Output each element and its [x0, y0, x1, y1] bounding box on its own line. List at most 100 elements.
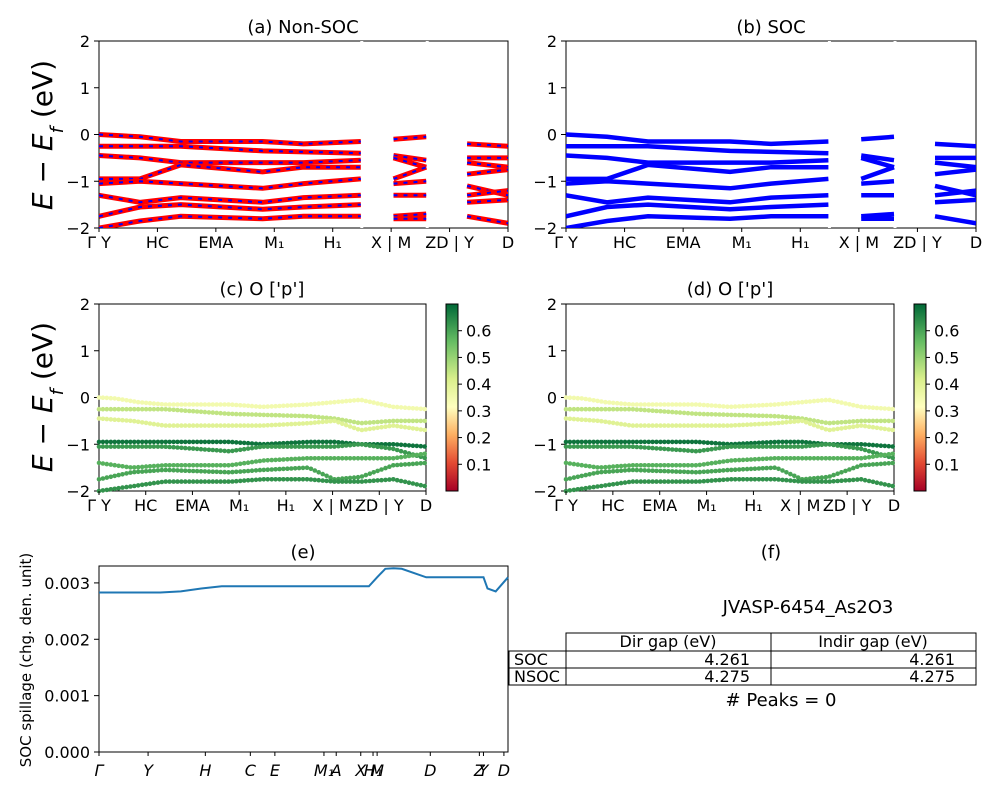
panel-d-band-point: [642, 445, 647, 450]
panel-d-band-point: [685, 479, 691, 484]
panel-a-band-line-dash: [467, 198, 508, 204]
panel-c-band-point: [183, 468, 188, 474]
panel-d-band-point: [788, 444, 793, 449]
panel-d-band-point: [662, 463, 667, 468]
panel-d-band-point: [599, 439, 604, 445]
panel-c-band-point: [387, 442, 392, 447]
panel-e-xtick-label: H: [199, 761, 211, 780]
panel-c-band-point: [285, 422, 290, 427]
panel-c-band-point: [100, 444, 106, 449]
panel-c-band-point: [414, 406, 420, 411]
panel-e-xtick-label: M: [370, 761, 384, 780]
panel-d-band-point: [587, 417, 592, 423]
panel-d-band-point: [819, 419, 825, 425]
panel-d-band-point: [709, 440, 714, 446]
panel-c-band-point: [155, 406, 161, 412]
panel-b-ytick-label: 1: [547, 79, 557, 98]
panel-c-band-point: [265, 477, 271, 482]
panel-d-xtick-label: X | M: [780, 496, 820, 515]
panel-d-band-point: [855, 464, 860, 470]
panel-d-band-point: [851, 445, 856, 451]
panel-d-band-point: [729, 423, 734, 428]
panel-c-band-point: [265, 458, 271, 463]
panel-c-band-point: [108, 487, 114, 492]
cbar-c-tick-label: 0.6: [466, 322, 491, 341]
panel-c-band-point: [222, 411, 227, 416]
panel-d-band-point: [697, 411, 703, 417]
panel-d-band-point: [689, 479, 695, 484]
cbar-c-tick-label: 0.3: [466, 402, 491, 421]
panel-c-band-point: [285, 403, 290, 408]
panel-c-band-point: [367, 426, 373, 432]
panel-d-band-point: [744, 466, 750, 472]
panel-d-band-point: [882, 443, 888, 449]
panel-d-band-point: [603, 483, 608, 488]
panel-b-xtick-label: Γ Y: [554, 233, 578, 252]
panel-c-band-point: [96, 477, 102, 482]
panel-c-band-point: [265, 444, 271, 449]
panel-d-band-point: [831, 442, 836, 448]
panel-d-band-point: [795, 439, 801, 445]
panel-d-band-point: [563, 477, 569, 482]
panel-d-band-point: [890, 427, 895, 433]
panel-c-band-point: [96, 395, 102, 400]
panel-c-band-point: [135, 483, 141, 488]
panel-d-band-point: [878, 453, 884, 458]
panel-b-band-line: [566, 202, 829, 219]
panel-a-ytick-label: −1: [66, 172, 90, 191]
panel-d-band-point: [784, 444, 789, 449]
panel-d-band-point: [693, 411, 699, 417]
panel-c-band-point: [163, 479, 168, 484]
panel-c-band-point: [343, 443, 349, 448]
panel-c-band-point: [218, 479, 223, 484]
panel-b-ytick-label: 2: [547, 32, 557, 51]
panel-c-band-point: [316, 477, 322, 483]
panel-c-band-point: [398, 424, 404, 430]
panel-c-xtick-label: HC: [134, 496, 157, 515]
panel-c-band-point: [183, 408, 188, 414]
panel-d-band-point: [666, 479, 671, 484]
panel-d-band-point: [638, 407, 644, 413]
panel-c-band-point: [340, 417, 345, 423]
panel-e-xtick-label: H₁: [364, 761, 382, 780]
panel-c-band-point: [143, 464, 149, 469]
panel-a-xtick-label: D: [502, 233, 514, 252]
panel-d-band-point: [607, 464, 612, 470]
panel-c-band-point: [398, 418, 404, 424]
table-row-label: SOC: [514, 650, 548, 669]
panel-d-band-point: [583, 439, 588, 445]
panel-c-band-point: [296, 477, 302, 482]
panel-d-band-point: [646, 423, 651, 428]
panel-c-band-point: [406, 461, 412, 467]
panel-d-band-point: [886, 418, 892, 424]
panel-d-band-point: [646, 439, 651, 445]
panel-d-band-point: [575, 444, 581, 449]
panel-c-band-point: [183, 439, 188, 445]
panel-d-band-point: [681, 402, 687, 407]
panel-c-band-point: [124, 398, 129, 403]
panel-d-band-point: [807, 417, 813, 423]
panel-c-band-point: [253, 468, 259, 473]
panel-d-band-point: [630, 402, 636, 407]
panel-d-band-point: [654, 479, 659, 484]
panel-c-band-point: [171, 402, 176, 407]
panel-c-band-point: [300, 477, 306, 482]
panel-c-band-point: [194, 402, 200, 407]
panel-c-band-point: [108, 462, 114, 467]
panel-c-band-point: [249, 412, 255, 417]
panel-b-band-line: [566, 153, 829, 165]
panel-d-band-point: [603, 406, 608, 412]
panel-d-band-point: [736, 477, 742, 482]
panel-d-band-point: [858, 423, 864, 428]
panel-d-band-point: [764, 413, 769, 419]
panel-c-band-point: [273, 467, 278, 472]
panel-c-band-point: [120, 464, 125, 469]
panel-c-band-point: [210, 463, 216, 468]
panel-c-band-point: [175, 402, 180, 407]
panel-d-band-point: [610, 420, 616, 426]
panel-d-band-point: [823, 420, 829, 426]
panel-d-band-point: [658, 468, 663, 474]
panel-d-band-point: [666, 423, 671, 428]
panel-c-band-point: [253, 404, 259, 409]
panel-c-band-point: [347, 442, 353, 448]
